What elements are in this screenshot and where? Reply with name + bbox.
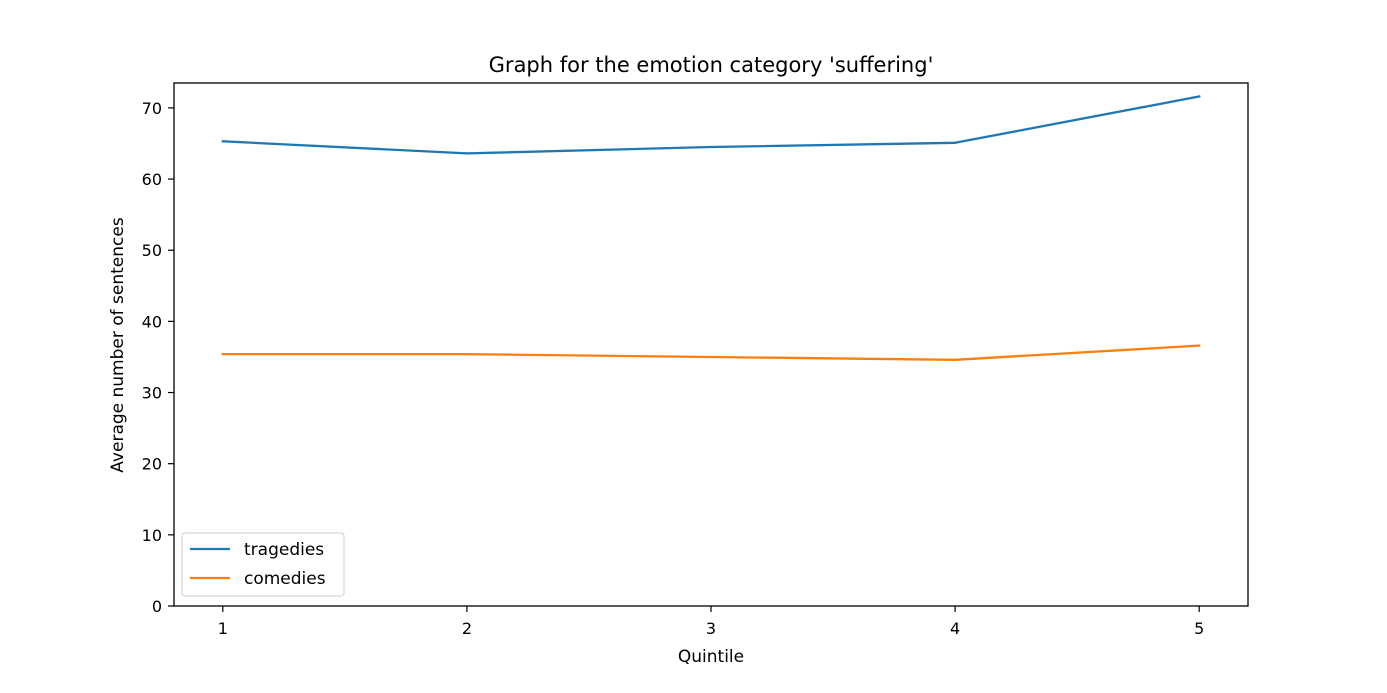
x-tick-label: 1	[218, 619, 228, 638]
y-axis-label: Average number of sentences	[108, 217, 128, 473]
y-tick-label: 50	[142, 241, 162, 260]
data-point-tragedies-2	[465, 152, 468, 155]
data-point-tragedies-3	[709, 145, 713, 149]
x-tick-label: 3	[706, 619, 716, 638]
x-axis-label: Quintile	[678, 647, 744, 667]
data-point-comedies-1	[221, 353, 224, 356]
legend-label-comedies: comedies	[244, 569, 326, 589]
data-point-comedies-5	[1198, 344, 1201, 347]
data-point-comedies-3	[709, 355, 713, 359]
x-tick-label: 2	[462, 619, 472, 638]
x-tick-label: 5	[1194, 619, 1204, 638]
y-tick-label: 60	[142, 170, 162, 189]
y-tick-label: 20	[142, 455, 162, 474]
data-point-tragedies-5	[1198, 95, 1201, 98]
data-point-tragedies-4	[954, 141, 957, 144]
y-tick-label: 0	[152, 597, 162, 616]
series-layer	[221, 95, 1201, 361]
y-tick-label: 70	[142, 99, 162, 118]
data-point-comedies-4	[954, 358, 957, 361]
data-point-tragedies-1	[221, 140, 224, 143]
x-axis: 1 2 3 4 5	[218, 606, 1204, 638]
y-tick-label: 10	[142, 526, 162, 545]
data-point-comedies-2	[465, 353, 468, 356]
y-tick-label: 40	[142, 312, 162, 331]
legend-label-tragedies: tragedies	[244, 540, 324, 560]
x-tick-label: 4	[950, 619, 960, 638]
legend: tragedies comedies	[181, 532, 345, 597]
chart-title: Graph for the emotion category 'sufferin…	[489, 53, 934, 77]
y-tick-label: 30	[142, 384, 162, 403]
y-axis: 0 10 20 30 40 50 60 70	[142, 99, 174, 616]
